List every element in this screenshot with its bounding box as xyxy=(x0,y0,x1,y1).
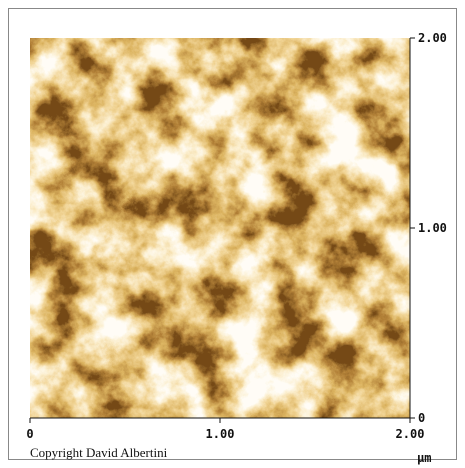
copyright: Copyright David Albertini xyxy=(30,445,168,460)
x-tick-label: 2.00 xyxy=(396,427,425,441)
frame xyxy=(8,8,457,460)
afm-scan xyxy=(30,38,410,418)
x-tick-label: 1.00 xyxy=(206,427,235,441)
unit-label: µm xyxy=(417,451,431,465)
y-tick-label: 0 xyxy=(418,411,425,425)
y-tick-label: 1.00 xyxy=(418,221,447,235)
y-tick-label: 2.00 xyxy=(418,31,447,45)
x-tick-label: 0 xyxy=(26,427,33,441)
